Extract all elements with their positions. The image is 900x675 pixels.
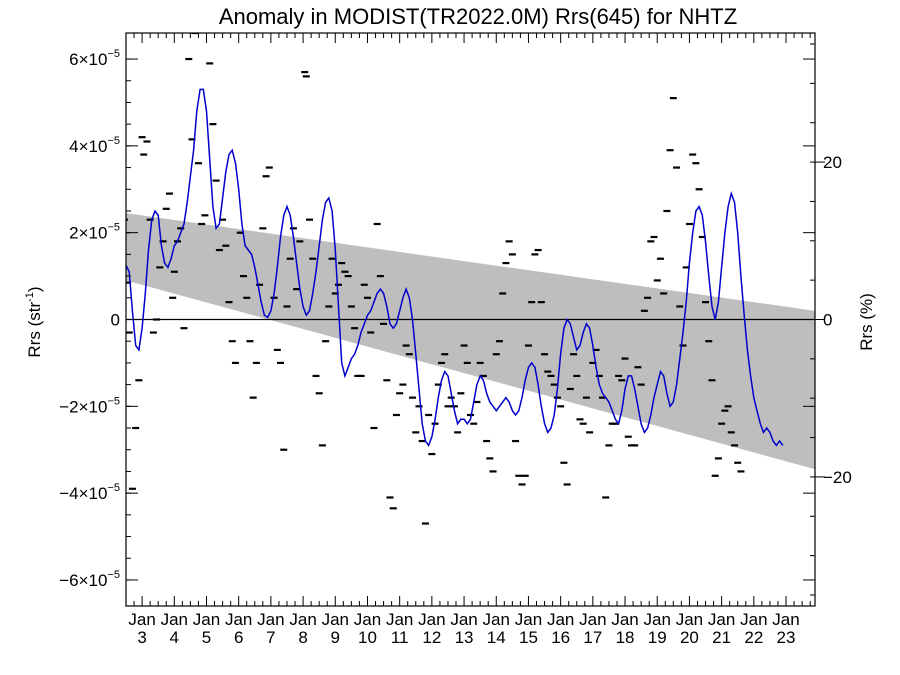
x-tick-label-top: Jan [225,610,252,629]
x-tick-label-top: Jan [676,610,703,629]
x-tick-label-top: Jan [772,610,799,629]
y-tick-label: 0 [111,311,120,330]
y-axis-label-right: Rrs (%) [857,293,876,351]
y-tick-label: −4×10−5 [59,482,120,503]
x-tick-label-bottom: 19 [648,628,667,647]
x-tick-label-bottom: 11 [391,628,409,647]
x-tick-label-top: Jan [708,610,735,629]
y-tick-label: −2×10−5 [59,395,120,416]
x-tick-label-bottom: 13 [455,628,474,647]
y-tick-label: −6×10−5 [59,569,120,590]
x-tick-label-top: Jan [644,610,671,629]
x-tick-label-bottom: 22 [744,628,763,647]
x-tick-label-top: Jan [128,610,155,629]
x-tick-label-top: Jan [579,610,606,629]
x-tick-label-bottom: 14 [487,628,506,647]
x-tick-label-top: Jan [322,610,349,629]
x-tick-label-bottom: 21 [712,628,731,647]
x-tick-label-top: Jan [611,610,638,629]
x-tick-label-top: Jan [483,610,510,629]
x-tick-label-top: Jan [450,610,477,629]
x-tick-label-top: Jan [161,610,188,629]
x-tick-label-bottom: 8 [298,628,307,647]
axes: 6×10−5 4×10−5 2×10−5 0 −2×10−5 −4×10−5 −6×10−5… [59,32,852,647]
y-tick-label: 6×10−5 [69,48,120,69]
plot-area [126,33,815,525]
x-tick-label-bottom: 6 [234,628,243,647]
x-tick-label-bottom: 9 [331,628,340,647]
x-tick-label-top: Jan [386,610,413,629]
x-tick-label-top: Jan [547,610,574,629]
x-tick-label-top: Jan [354,610,381,629]
x-tick-label-bottom: 20 [680,628,699,647]
x-tick-label-bottom: 5 [202,628,211,647]
y-tick-label: 2×10−5 [69,222,120,243]
x-tick-label-bottom: 3 [137,628,146,647]
x-tick-label-top: Jan [193,610,220,629]
x-tick-label-bottom: 7 [266,628,275,647]
y-right-tick-label: 20 [823,153,842,172]
x-tick-label-top: Jan [289,610,316,629]
x-tick-label-bottom: 23 [777,628,796,647]
y-right-tick-label: −20 [823,468,852,487]
y-tick-label: 4×10−5 [69,135,120,156]
y-axis-label-left: Rrs (str-1) [24,286,44,357]
x-tick-label-top: Jan [515,610,542,629]
x-tick-label-bottom: 18 [616,628,635,647]
x-tick-label-bottom: 12 [422,628,441,647]
plot-content [126,33,815,525]
x-tick-label-bottom: 10 [358,628,377,647]
x-tick-label-bottom: 16 [551,628,570,647]
x-tick-label-top: Jan [418,610,445,629]
x-tick-label-bottom: 17 [583,628,602,647]
x-tick-label-bottom: 15 [519,628,538,647]
x-tick-label-top: Jan [257,610,284,629]
x-tick-label-bottom: 4 [170,628,179,647]
series-line [126,88,784,447]
x-tick-label-top: Jan [740,610,767,629]
y-right-tick-label: 0 [823,311,832,330]
chart-title: Anomaly in MODIST(TR2022.0M) Rrs(645) fo… [219,4,737,29]
